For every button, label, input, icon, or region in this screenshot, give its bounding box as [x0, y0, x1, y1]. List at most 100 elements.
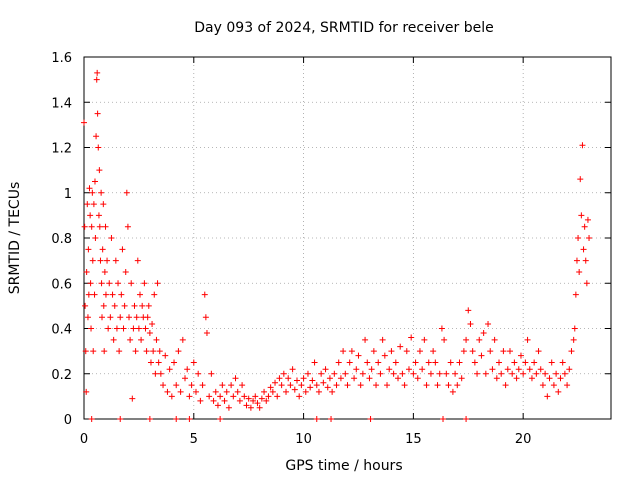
data-point: [149, 320, 156, 327]
data-point: [131, 302, 138, 309]
data-point: [485, 320, 492, 327]
data-point: [152, 370, 159, 377]
data-point: [139, 302, 146, 309]
data-point: [280, 370, 287, 377]
data-point: [399, 370, 406, 377]
data-point: [127, 336, 134, 343]
data-point: [115, 280, 122, 287]
data-point: [109, 291, 116, 298]
data-point: [405, 366, 412, 373]
data-point: [539, 382, 546, 389]
data-point: [89, 257, 96, 264]
data-point: [561, 370, 568, 377]
data-point: [88, 223, 95, 230]
data-point: [575, 235, 582, 241]
data-point: [564, 382, 571, 389]
data-point: [581, 223, 588, 230]
data-point: [121, 302, 128, 309]
data-point: [96, 223, 103, 230]
data-point: [287, 382, 294, 389]
data-point: [557, 375, 564, 382]
data-point: [175, 348, 182, 355]
data-point: [154, 280, 161, 287]
data-point: [91, 178, 98, 185]
data-point: [156, 348, 163, 355]
data-point: [202, 314, 209, 321]
data-point: [467, 320, 474, 327]
data-point: [474, 370, 481, 377]
data-point: [243, 402, 250, 409]
data-point: [366, 375, 373, 382]
data-point: [133, 314, 140, 321]
axis-ticks: 0 0.2 0.4 0.6 0.8 1 1.2 1.4 1.6 0 5 10 15 20: [51, 51, 611, 447]
data-point: [546, 375, 553, 382]
data-point: [438, 325, 445, 332]
data-point: [87, 212, 94, 219]
data-point: [146, 416, 153, 422]
data-point: [208, 370, 215, 377]
data-point: [535, 348, 542, 355]
data-point: [517, 352, 524, 359]
data-point: [423, 382, 430, 389]
data-point: [329, 388, 336, 395]
data-point: [322, 366, 329, 373]
data-point: [478, 352, 485, 359]
data-point: [302, 388, 309, 395]
data-point: [85, 291, 92, 298]
data-point: [454, 382, 461, 389]
data-point: [142, 325, 149, 332]
data-point: [463, 416, 470, 422]
data-point: [141, 280, 148, 287]
data-point: [84, 201, 91, 208]
data-point: [239, 382, 246, 389]
x-axis-label: GPS time / hours: [285, 458, 402, 474]
data-point: [210, 397, 217, 404]
data-point: [377, 370, 384, 377]
data-point: [230, 393, 237, 400]
data-point: [93, 76, 100, 83]
data-point: [164, 388, 171, 395]
chart-title: Day 093 of 2024, SRMTID for receiver bel…: [194, 20, 493, 36]
data-point: [553, 370, 560, 377]
data-point: [533, 370, 540, 377]
data-point: [449, 388, 456, 395]
data-point: [291, 386, 298, 393]
data-point: [414, 375, 421, 382]
data-point: [401, 382, 408, 389]
data-point: [309, 377, 316, 384]
data-point: [128, 280, 135, 287]
data-point: [576, 268, 583, 275]
data-point: [86, 185, 93, 192]
data-point: [304, 370, 311, 377]
data-point: [94, 69, 101, 76]
data-point: [578, 212, 585, 219]
data-point: [311, 359, 318, 366]
data-point: [408, 334, 415, 341]
data-point: [214, 402, 221, 409]
data-point: [100, 201, 107, 208]
data-point: [586, 235, 593, 241]
data-point: [331, 370, 338, 377]
data-point: [584, 216, 591, 223]
data-point: [452, 370, 459, 377]
data-point: [456, 359, 463, 366]
data-point: [101, 268, 108, 275]
data-point: [272, 379, 279, 386]
data-point: [217, 416, 224, 422]
data-point: [98, 189, 105, 196]
data-point: [81, 119, 87, 126]
data-point: [92, 235, 99, 241]
data-point: [90, 348, 97, 355]
data-point: [353, 366, 360, 373]
data-point: [143, 348, 150, 355]
data-point: [496, 359, 503, 366]
data-point: [342, 370, 349, 377]
data-point: [367, 416, 374, 422]
data-point: [421, 336, 428, 343]
data-point: [100, 302, 107, 309]
data-point: [157, 370, 164, 377]
data-point: [368, 366, 375, 373]
data-point: [203, 330, 210, 337]
data-point: [324, 384, 331, 391]
